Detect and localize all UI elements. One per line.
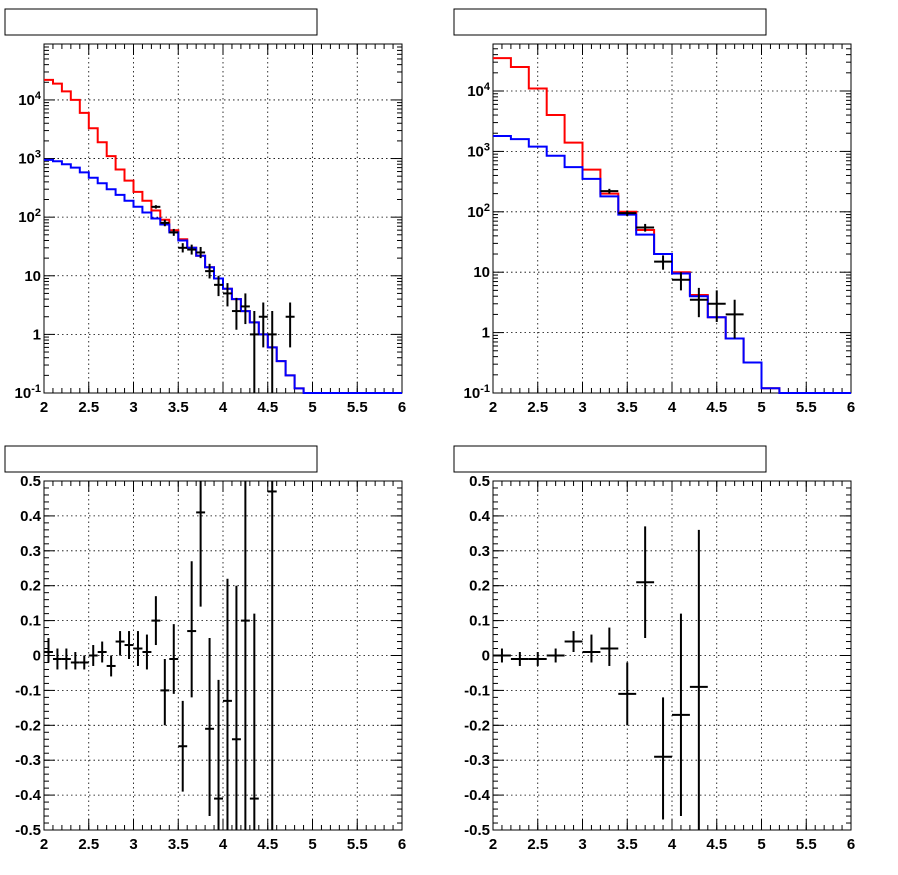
y-tick-label: 0 <box>33 648 41 665</box>
x-tick-label: 3.5 <box>617 399 638 416</box>
y-tick-label: 0 <box>482 648 490 665</box>
y-tick-label: -0.1 <box>15 682 41 699</box>
x-tick-label: 2.5 <box>527 399 548 416</box>
y-tick-label: 0.1 <box>469 613 490 630</box>
x-tick-label: 6 <box>847 836 855 853</box>
x-tick-label: 2.5 <box>527 836 548 853</box>
x-tick-label: 5.5 <box>347 836 368 853</box>
plot-frame <box>43 43 403 394</box>
y-tick-label: 0.5 <box>20 473 41 490</box>
x-tick-label: 6 <box>398 399 406 416</box>
y-tick-label: -0.1 <box>464 682 490 699</box>
y-tick-label: -0.2 <box>464 717 490 734</box>
x-tick-label: 3.5 <box>617 836 638 853</box>
y-tick-label: -0.5 <box>464 822 490 839</box>
title-box <box>453 8 767 36</box>
x-tick-label: 5 <box>757 836 765 853</box>
y-tick-label: -0.3 <box>15 752 41 769</box>
y-tick-label: 0.3 <box>20 543 41 560</box>
x-tick-label: 2 <box>40 399 48 416</box>
y-tick-label: 10 <box>473 264 490 281</box>
y-tick-label: 0.2 <box>20 578 41 595</box>
y-tick-label: 0.3 <box>469 543 490 560</box>
x-tick-label: 3.5 <box>168 399 189 416</box>
x-tick-label: 5.5 <box>347 399 368 416</box>
y-tick-label: -0.5 <box>15 822 41 839</box>
x-tick-label: 6 <box>398 836 406 853</box>
x-tick-label: 4.5 <box>257 399 278 416</box>
x-tick-label: 3 <box>578 836 586 853</box>
x-tick-label: 5 <box>308 399 316 416</box>
x-tick-label: 4 <box>668 399 677 416</box>
y-tick-label: 104 <box>18 90 42 109</box>
y-tick-label: 1 <box>33 326 41 343</box>
y-tick-label: 10-1 <box>15 383 41 402</box>
x-tick-label: 2 <box>489 836 497 853</box>
chart-panel-3: 2 2.5 3 3.5 4 4.5 5 5.5 6 -0.5 -0.4 -0.3 -0.2 -0.1 0 0.… <box>4 445 406 853</box>
x-tick-label: 4 <box>668 836 677 853</box>
x-tick-label: 6 <box>847 399 855 416</box>
x-tick-label: 4.5 <box>257 836 278 853</box>
x-tick-label: 5.5 <box>796 399 817 416</box>
y-tick-label: -0.4 <box>464 787 491 804</box>
x-tick-label: 5 <box>757 399 765 416</box>
series-2-histogram <box>44 158 402 394</box>
y-tick-label: 103 <box>18 149 41 168</box>
y-tick-label: -0.4 <box>15 787 42 804</box>
y-tick-label: 104 <box>467 81 491 100</box>
x-tick-label: 5 <box>308 836 316 853</box>
chart-panel-1: 2 2.5 3 3.5 4 4.5 5 5.5 6 10-1 1 10 102 103 104 <box>4 8 406 416</box>
title-box <box>4 445 318 473</box>
x-tick-label: 4 <box>219 399 228 416</box>
x-tick-label: 3.5 <box>168 836 189 853</box>
x-tick-label: 2 <box>40 836 48 853</box>
y-tick-label: 103 <box>467 141 490 160</box>
y-tick-label: 0.4 <box>469 508 491 525</box>
x-tick-label: 4 <box>219 836 228 853</box>
x-tick-label: 2.5 <box>78 836 99 853</box>
x-tick-label: 2 <box>489 399 497 416</box>
title-box <box>453 445 767 473</box>
y-tick-label: -0.3 <box>464 752 490 769</box>
y-tick-label: 102 <box>18 207 41 226</box>
y-tick-label: 0.4 <box>20 508 42 525</box>
series-2-histogram <box>493 135 851 394</box>
y-tick-label: -0.2 <box>15 717 41 734</box>
x-tick-label: 3 <box>129 399 137 416</box>
y-tick-label: 1 <box>482 325 490 342</box>
y-tick-label: 10 <box>24 268 41 285</box>
y-tick-label: 0.5 <box>469 473 490 490</box>
x-tick-label: 4.5 <box>706 836 727 853</box>
x-tick-label: 4.5 <box>706 399 727 416</box>
chart-panel-4: 2 2.5 3 3.5 4 4.5 5 5.5 6 -0.5 -0.4 -0.3 -0.2 -0.1 0 0.… <box>453 445 855 853</box>
y-tick-label: 0.2 <box>469 578 490 595</box>
y-tick-label: 102 <box>467 202 490 221</box>
y-tick-label: 10-1 <box>464 383 490 402</box>
title-box <box>4 8 318 36</box>
x-tick-label: 2.5 <box>78 399 99 416</box>
x-tick-label: 3 <box>578 399 586 416</box>
chart-panel-2: 2 2.5 3 3.5 4 4.5 5 5.5 6 10-1 1 10 102 103 104 <box>453 8 855 416</box>
x-tick-label: 5.5 <box>796 836 817 853</box>
x-tick-label: 3 <box>129 836 137 853</box>
y-tick-label: 0.1 <box>20 613 41 630</box>
